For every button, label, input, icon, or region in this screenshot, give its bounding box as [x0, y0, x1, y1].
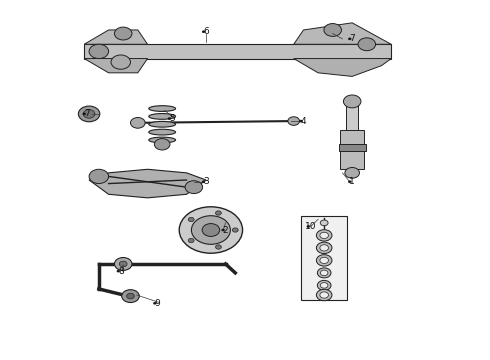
Text: 3: 3 — [203, 177, 209, 186]
Circle shape — [119, 261, 127, 267]
Circle shape — [153, 302, 156, 304]
Circle shape — [188, 217, 194, 222]
Circle shape — [192, 216, 230, 244]
Ellipse shape — [149, 129, 175, 135]
Circle shape — [358, 38, 375, 51]
Text: 6: 6 — [203, 27, 209, 36]
Circle shape — [299, 120, 302, 122]
Circle shape — [324, 23, 342, 36]
Circle shape — [318, 268, 331, 278]
Circle shape — [115, 27, 132, 40]
Circle shape — [216, 211, 221, 215]
Text: 7: 7 — [84, 109, 90, 118]
Circle shape — [179, 207, 243, 253]
Circle shape — [83, 110, 95, 118]
Circle shape — [122, 290, 139, 302]
Circle shape — [221, 229, 224, 231]
Circle shape — [78, 106, 100, 122]
Circle shape — [307, 225, 310, 228]
Ellipse shape — [149, 137, 175, 143]
Circle shape — [317, 230, 332, 241]
Circle shape — [320, 257, 328, 264]
Text: 8: 8 — [118, 267, 123, 276]
Text: 9: 9 — [154, 299, 160, 308]
Circle shape — [320, 283, 328, 288]
Bar — [301, 216, 347, 300]
Circle shape — [185, 181, 202, 194]
Ellipse shape — [149, 113, 175, 119]
Circle shape — [320, 245, 328, 251]
Circle shape — [317, 289, 332, 301]
Polygon shape — [84, 30, 147, 44]
Circle shape — [288, 117, 299, 125]
Text: 1: 1 — [349, 177, 355, 186]
Text: 2: 2 — [222, 225, 228, 234]
Polygon shape — [84, 59, 147, 73]
Polygon shape — [89, 169, 206, 198]
Polygon shape — [294, 59, 391, 76]
Circle shape — [83, 113, 86, 115]
Circle shape — [317, 255, 332, 266]
Circle shape — [130, 117, 145, 128]
Circle shape — [168, 117, 171, 120]
Text: 5: 5 — [169, 114, 175, 123]
Circle shape — [320, 220, 328, 226]
Polygon shape — [84, 44, 391, 59]
Circle shape — [154, 139, 170, 150]
Polygon shape — [346, 105, 358, 130]
Circle shape — [202, 181, 205, 183]
Circle shape — [126, 293, 134, 299]
Ellipse shape — [149, 106, 175, 111]
Polygon shape — [339, 144, 366, 152]
Circle shape — [202, 31, 205, 33]
Circle shape — [115, 257, 132, 270]
Circle shape — [320, 270, 328, 276]
Text: 10: 10 — [305, 222, 317, 231]
Polygon shape — [294, 23, 391, 44]
Circle shape — [343, 95, 361, 108]
Circle shape — [188, 238, 194, 243]
Circle shape — [320, 232, 328, 239]
Polygon shape — [340, 130, 365, 169]
Circle shape — [317, 242, 332, 253]
Circle shape — [348, 38, 351, 40]
Text: 4: 4 — [301, 117, 306, 126]
Circle shape — [232, 228, 238, 232]
Circle shape — [89, 44, 109, 59]
Circle shape — [117, 270, 120, 272]
Circle shape — [202, 224, 220, 237]
Ellipse shape — [149, 121, 175, 127]
Circle shape — [345, 167, 360, 178]
Circle shape — [318, 280, 331, 291]
Circle shape — [320, 292, 328, 298]
Circle shape — [348, 181, 351, 183]
Circle shape — [216, 245, 221, 249]
Text: 7: 7 — [349, 35, 355, 44]
Circle shape — [89, 169, 109, 184]
Circle shape — [111, 55, 130, 69]
